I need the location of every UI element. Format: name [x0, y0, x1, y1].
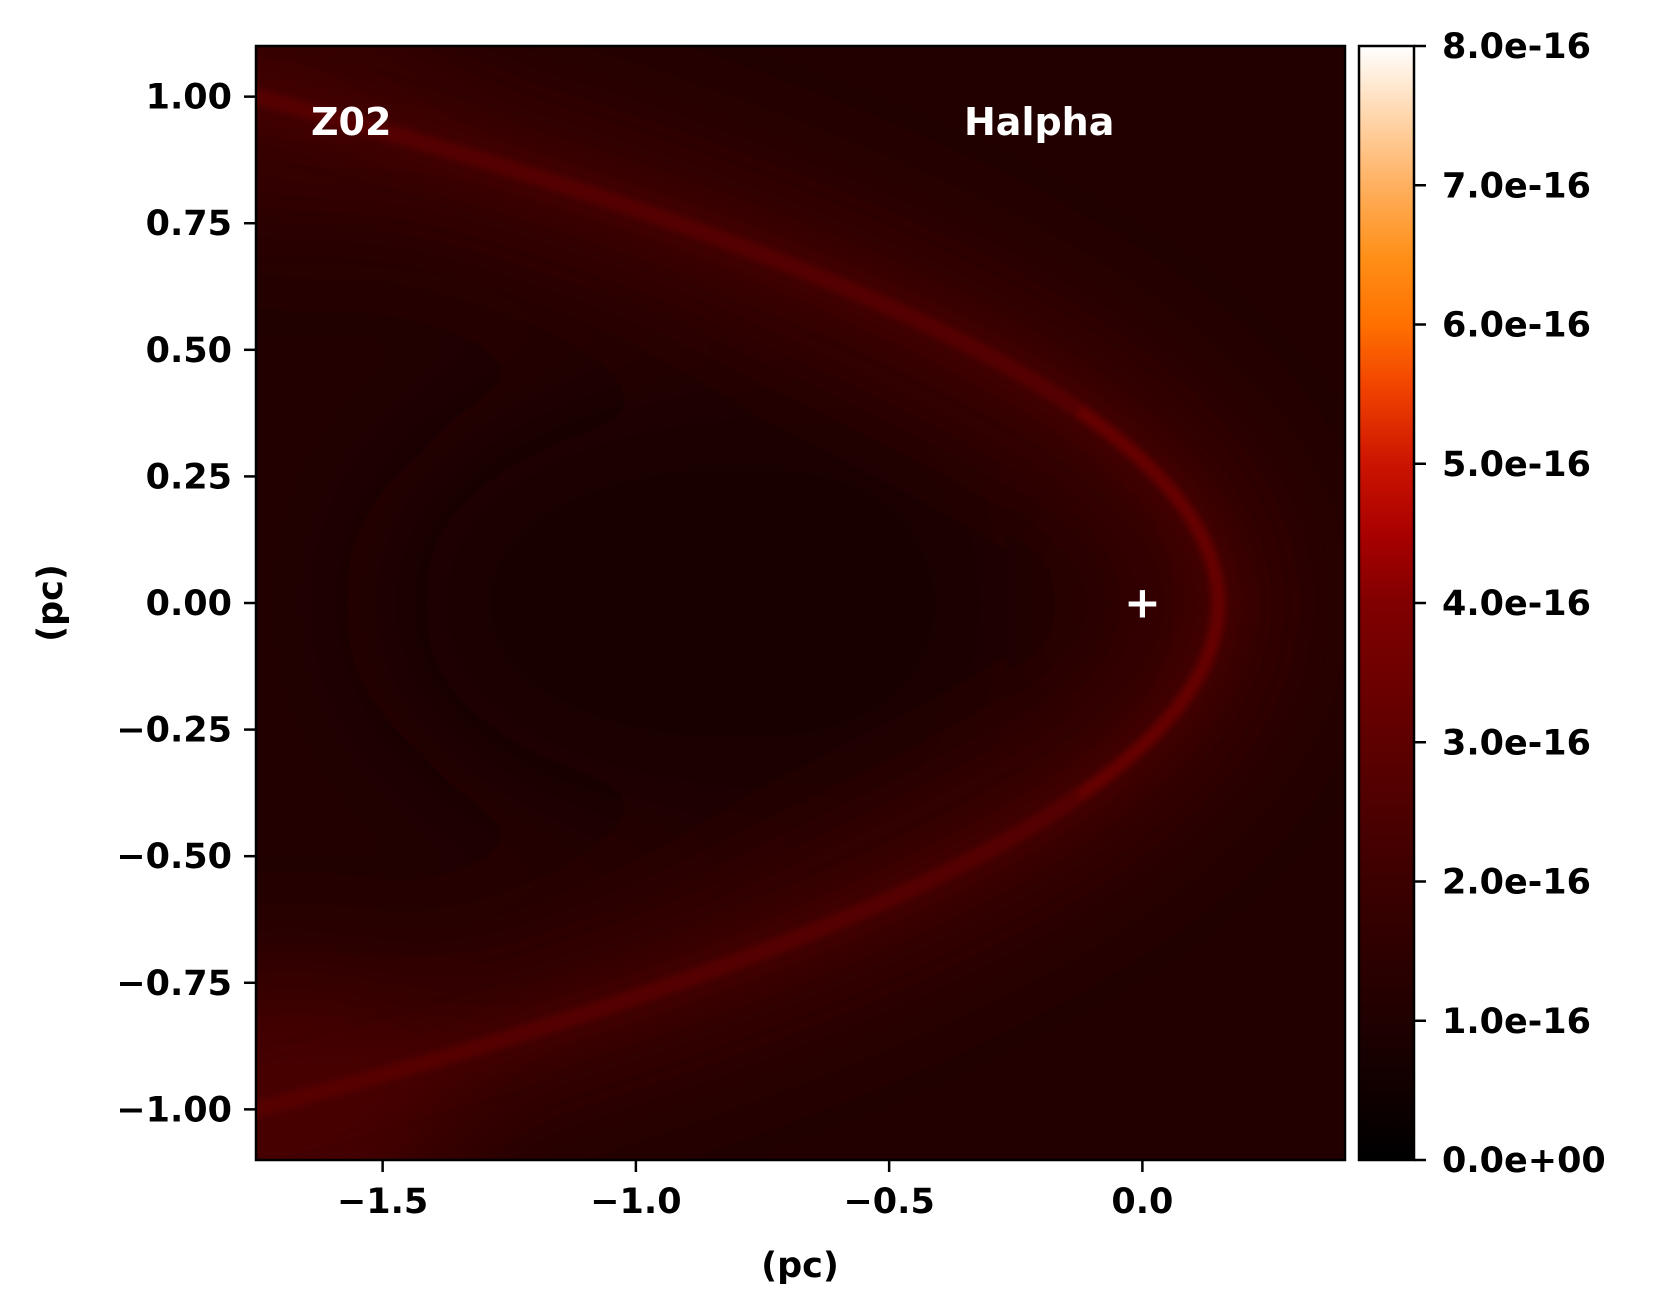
colorbar-tick-label: 7.0e-16	[1442, 166, 1591, 206]
y-tick-label: −1.00	[116, 1090, 232, 1130]
plot-area: −1.5 −1.0 −0.5 0.0 1.00 0.75 0.50 0.25 0.00 −0.2…	[116, 44, 1347, 1222]
colorbar-ticks: 0.0e+00 1.0e-16 2.0e-16 3.0e-16 4.0e-16 5.0e-…	[1414, 27, 1606, 1181]
x-axis-ticks: −1.5 −1.0 −0.5 0.0	[337, 1160, 1173, 1222]
x-tick-label: −1.5	[337, 1182, 428, 1222]
y-tick-label: 0.50	[146, 331, 232, 371]
y-tick-label: 0.25	[146, 457, 232, 497]
colorbar-tick-label: 8.0e-16	[1442, 27, 1591, 67]
y-tick-label: 0.75	[146, 204, 232, 244]
colorbar-tick-label: 1.0e-16	[1442, 1002, 1591, 1042]
star-marker: +	[1124, 578, 1161, 629]
heatmap-image	[256, 46, 1345, 1160]
x-tick-label: −1.0	[590, 1182, 681, 1222]
annotation-line: Halpha	[964, 100, 1114, 144]
y-tick-label: 1.00	[146, 78, 232, 118]
x-axis-label: (pc)	[761, 1246, 839, 1286]
y-tick-label: −0.25	[116, 711, 232, 751]
y-axis-ticks: 1.00 0.75 0.50 0.25 0.00 −0.25 −0.50 −0.75 −1.00	[116, 78, 256, 1130]
colorbar-tick-label: 4.0e-16	[1442, 584, 1591, 624]
annotation-model: Z02	[311, 100, 391, 144]
colorbar: 0.0e+00 1.0e-16 2.0e-16 3.0e-16 4.0e-16 5.0e-…	[1357, 27, 1606, 1181]
y-tick-label: 0.00	[146, 584, 232, 624]
inner-cavity	[381, 373, 1042, 833]
colorbar-tick-label: 0.0e+00	[1442, 1141, 1606, 1181]
x-tick-label: −0.5	[843, 1182, 934, 1222]
x-tick-label: 0.0	[1111, 1182, 1173, 1222]
y-tick-label: −0.75	[116, 964, 232, 1004]
y-tick-label: −0.50	[116, 837, 232, 877]
colorbar-tick-label: 3.0e-16	[1442, 723, 1591, 763]
y-axis-label: (pc)	[31, 564, 71, 642]
colorbar-tick-label: 2.0e-16	[1442, 863, 1591, 903]
shell-apex	[1076, 406, 1224, 800]
colorbar-gradient	[1359, 46, 1414, 1160]
bow-shock-shell	[256, 72, 1242, 1134]
colorbar-tick-label: 5.0e-16	[1442, 445, 1591, 485]
colorbar-tick-label: 6.0e-16	[1442, 306, 1591, 346]
